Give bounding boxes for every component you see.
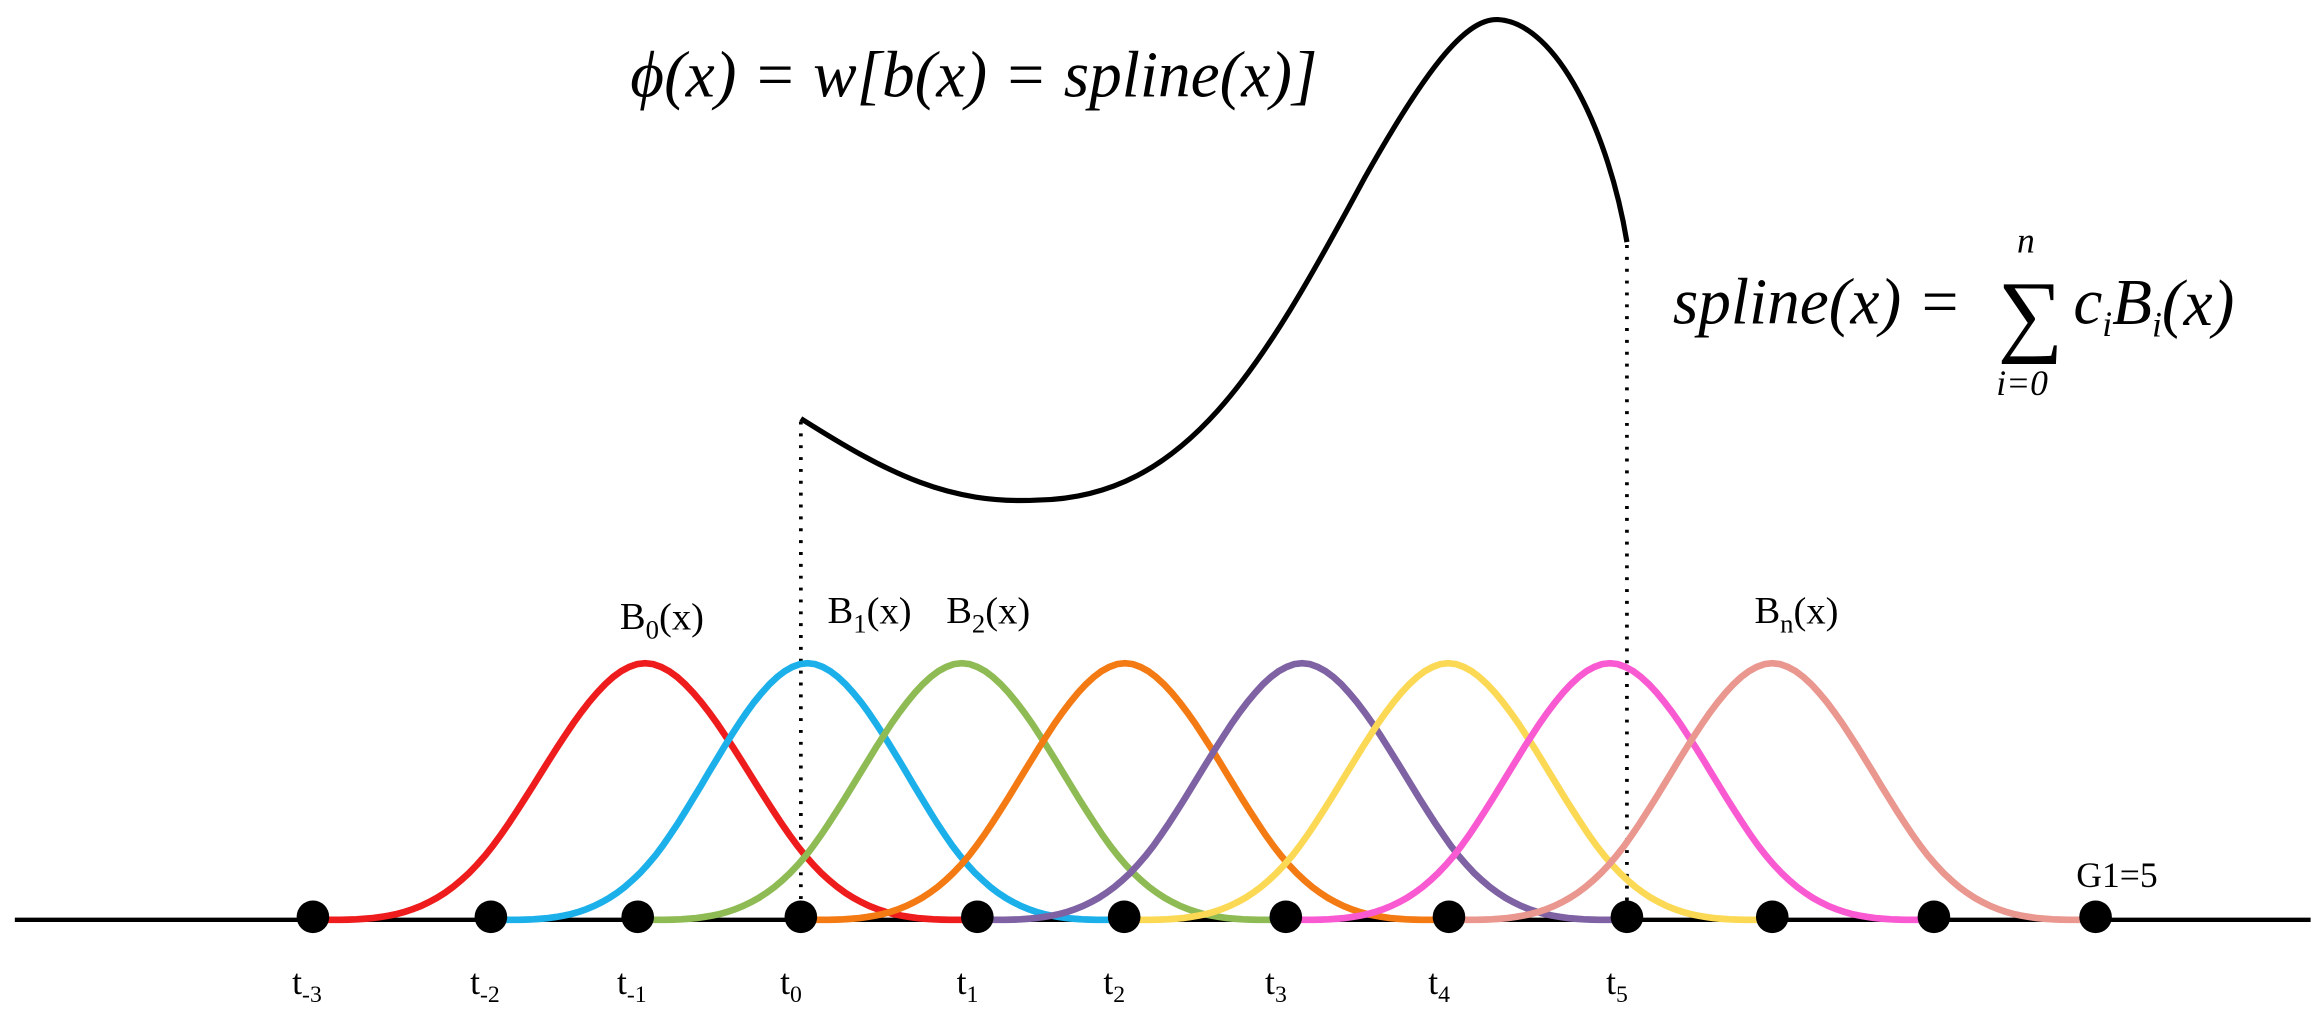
basis-arg: (x)	[985, 591, 1030, 633]
grid-note: G1=5	[2076, 855, 2157, 895]
knot	[1755, 900, 1789, 934]
spline-formula: spline(x) =	[1673, 267, 1962, 339]
sum-sign: ∑	[1998, 262, 2064, 364]
basis-curve	[1136, 659, 1761, 924]
knot-base: t	[1265, 962, 1275, 1002]
knot-label: t4	[1428, 962, 1450, 1008]
basis-curve	[1297, 659, 1923, 924]
subscript: 4	[1438, 982, 1450, 1008]
knot-base: t	[617, 962, 627, 1002]
basis-label: B1(x)	[828, 590, 912, 638]
knot	[474, 900, 508, 934]
knot	[1269, 900, 1303, 934]
knot-label: t1	[957, 962, 979, 1008]
knot-label: t2	[1103, 962, 1125, 1008]
knot	[784, 900, 818, 934]
knot-base: t	[1606, 962, 1616, 1002]
knot-label: t-3	[292, 962, 322, 1008]
subscript: i	[2102, 304, 2112, 344]
knot	[1107, 900, 1141, 934]
knot	[296, 900, 330, 934]
knot	[1432, 900, 1466, 934]
knot-base: t	[1428, 962, 1438, 1002]
basis-curve	[1460, 659, 2084, 924]
basis-arg: (x)	[867, 591, 912, 633]
knot-label: t-1	[617, 962, 647, 1008]
basis-curve	[989, 659, 1616, 924]
basis-arg: (x)	[659, 597, 704, 639]
knot-base: t	[780, 962, 790, 1002]
basis-label: B2(x)	[946, 590, 1030, 638]
knot-base: t	[957, 962, 967, 1002]
basis-curve	[502, 659, 1113, 924]
knot	[1610, 900, 1644, 934]
knot-label: t5	[1606, 962, 1628, 1008]
coef: c	[2073, 267, 2102, 339]
subscript: 5	[1616, 982, 1628, 1008]
basis: B	[2112, 267, 2152, 339]
knot	[1917, 900, 1951, 934]
basis-curve	[324, 659, 966, 924]
knots	[296, 900, 2112, 934]
knot-base: t	[1103, 962, 1113, 1002]
spline-curve	[799, 16, 1630, 504]
sum-upper: n	[2017, 220, 2035, 260]
subscript: 0	[646, 614, 659, 644]
phi-formula: ϕ(x) = w[b(x) = spline(x)]	[630, 40, 1317, 112]
basis-base: B	[946, 590, 972, 632]
basis-base: B	[828, 590, 854, 632]
basis-arg: (x)	[1794, 591, 1839, 633]
subscript: 2	[1113, 982, 1125, 1008]
basis-base: B	[620, 596, 646, 638]
basis-label: B0(x)	[620, 596, 704, 644]
arg: (x)	[2162, 268, 2234, 340]
knot	[961, 900, 994, 934]
knot	[621, 900, 655, 934]
sum-lower: i=0	[1996, 363, 2048, 403]
knot	[2079, 900, 2112, 934]
knot-label: t0	[780, 962, 802, 1008]
knot-base: t	[292, 962, 302, 1002]
basis-curves	[324, 659, 2084, 924]
subscript: -2	[480, 982, 500, 1008]
subscript: 0	[790, 982, 802, 1008]
knot-label: t-2	[470, 962, 500, 1008]
basis-curve	[812, 659, 1438, 924]
spline-lhs: spline(x) =	[1673, 267, 1962, 339]
knot-label: t3	[1265, 962, 1287, 1008]
subscript: -3	[302, 982, 322, 1008]
subscript: -1	[627, 982, 647, 1008]
subscript: i	[2152, 305, 2162, 345]
subscript: 3	[1275, 982, 1287, 1008]
subscript: n	[1780, 609, 1793, 639]
basis-base: B	[1754, 590, 1780, 632]
subscript: 1	[966, 982, 978, 1008]
basis-curve	[649, 659, 1274, 924]
subscript: 1	[853, 609, 866, 639]
knot-base: t	[470, 962, 480, 1002]
subscript: 2	[972, 609, 985, 639]
spline-term: ciBi(x)	[2073, 267, 2234, 345]
basis-label: Bn(x)	[1754, 590, 1838, 638]
